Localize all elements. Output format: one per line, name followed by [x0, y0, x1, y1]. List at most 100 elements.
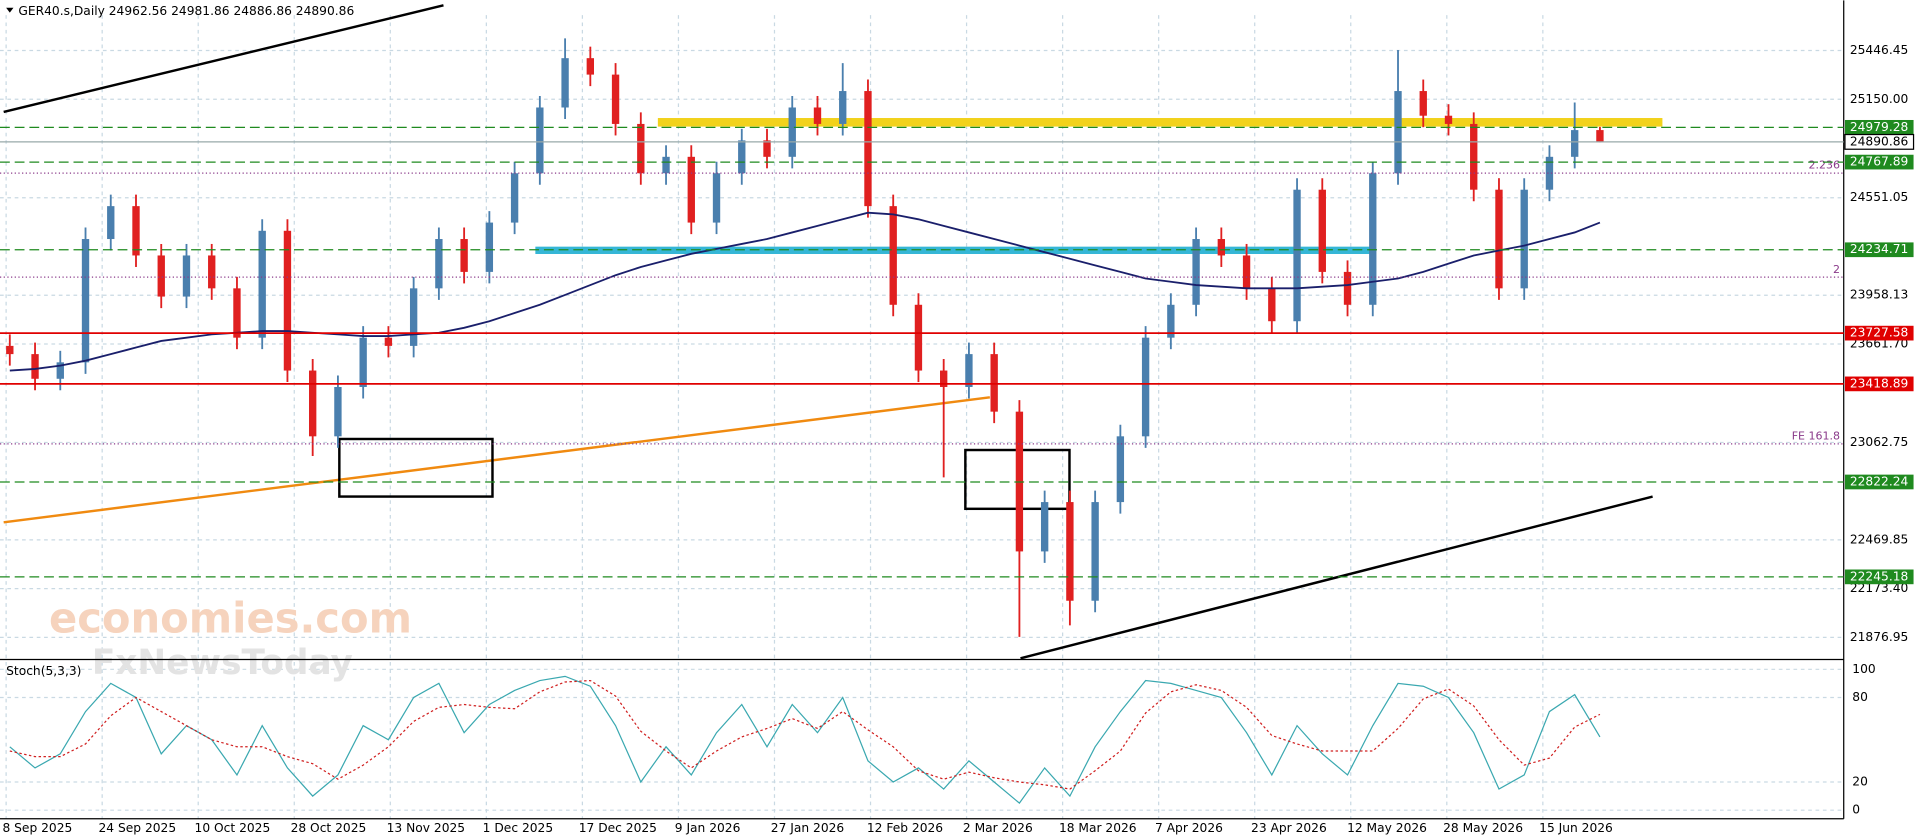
price-tag: [1844, 376, 1914, 392]
x-tick-label: 28 May 2026: [1443, 821, 1523, 835]
candle-body: [1369, 173, 1377, 305]
candle-body: [990, 354, 998, 412]
candle-body: [409, 288, 418, 346]
candle-body: [485, 222, 494, 272]
y-tick-label: 80: [1852, 690, 1868, 704]
candle-body: [1520, 189, 1528, 289]
candle-body: [662, 156, 670, 174]
candle-body: [864, 91, 872, 207]
candle-body: [1091, 502, 1099, 601]
highlight-box: [338, 437, 494, 498]
watermark: economies.com: [49, 594, 412, 643]
y-tick-label: 25150.00: [1850, 92, 1908, 106]
x-tick-label: 8 Sep 2025: [2, 821, 72, 835]
y-tick-label: 23958.13: [1850, 288, 1908, 302]
price-tag-label: 24979.28: [1850, 120, 1908, 134]
y-tick-label: 100: [1852, 662, 1875, 676]
candle-body: [1394, 91, 1402, 174]
candle-body: [1343, 271, 1352, 305]
x-tick-label: 12 May 2026: [1347, 821, 1427, 835]
candle-body: [738, 140, 746, 174]
candle-body: [510, 173, 519, 223]
x-tick-label: 27 Jan 2026: [771, 821, 845, 835]
candle-body: [460, 239, 468, 272]
price-tag-label: 22822.24: [1850, 474, 1909, 488]
candle-body: [31, 354, 39, 379]
stoch-main: [9, 675, 1601, 805]
fibo-label: 2: [1833, 263, 1840, 276]
candle-body: [965, 354, 973, 387]
candle-body: [182, 255, 191, 297]
candle-body: [384, 337, 393, 346]
price-tag-label: 23418.89: [1850, 376, 1908, 390]
x-tick-label: 23 Apr 2026: [1251, 821, 1327, 835]
x-tick-label: 18 Mar 2026: [1059, 821, 1137, 835]
candle-body: [1571, 130, 1579, 157]
watermark: FxNewsToday: [92, 643, 353, 683]
indicator-label: Stoch(5,3,3): [6, 664, 81, 678]
candle-body: [1495, 189, 1503, 289]
x-tick-label: 2 Mar 2026: [963, 821, 1033, 835]
candle-body: [132, 206, 140, 256]
x-tick-label: 10 Oct 2025: [195, 821, 271, 835]
candle-body: [233, 288, 241, 338]
y-tick-label: 22173.40: [1850, 581, 1908, 595]
candle-body: [940, 370, 948, 387]
x-tick-label: 24 Sep 2025: [98, 821, 176, 835]
candle-body: [334, 386, 342, 437]
candle-body: [309, 370, 317, 437]
candle-body: [637, 123, 645, 174]
y-tick-label: 20: [1852, 775, 1868, 789]
fibo-label: FE 161.8: [1792, 430, 1840, 443]
candle-body: [1545, 156, 1554, 190]
x-tick-label: 15 Jun 2026: [1539, 821, 1613, 835]
candle-body: [283, 230, 292, 371]
price-tag-label: 24234.71: [1850, 242, 1908, 256]
candle-body: [107, 206, 115, 240]
price-tag: [1844, 325, 1914, 341]
candle-body: [1419, 91, 1427, 116]
y-tick-label: 24551.05: [1850, 190, 1908, 204]
x-tick-label: 28 Oct 2025: [291, 821, 367, 835]
candle-body: [611, 74, 620, 124]
y-tick-label: 25446.45: [1850, 43, 1908, 57]
chart-title: GER40.s,Daily 24962.56 24981.86 24886.86…: [18, 4, 354, 18]
price-tag: [1844, 133, 1915, 150]
y-tick-label: 0: [1852, 803, 1860, 817]
y-tick-label: 21876.95: [1850, 630, 1908, 644]
candle-body: [1318, 189, 1326, 272]
candle-body: [561, 58, 569, 108]
price-tag: [1844, 569, 1914, 585]
candle-body: [1192, 239, 1200, 305]
x-tick-label: 12 Feb 2026: [867, 821, 943, 835]
menu-arrow[interactable]: [6, 7, 14, 13]
candle-body: [1444, 115, 1453, 124]
candle-body: [1217, 239, 1226, 256]
stoch-signal: [9, 679, 1601, 790]
support-zone: [535, 246, 1373, 255]
candle-body: [1141, 337, 1150, 437]
candle-body: [56, 362, 64, 379]
price-tag: [1844, 242, 1914, 258]
current-price-label: 24890.86: [1850, 134, 1909, 148]
x-tick-label: 9 Jan 2026: [675, 821, 741, 835]
fibo-label: 2.236: [1808, 159, 1840, 172]
candle-body: [1116, 436, 1125, 503]
candle-body: [813, 107, 822, 124]
x-tick-label: 13 Nov 2025: [387, 821, 465, 835]
candle-body: [1596, 130, 1604, 142]
candle-body: [586, 58, 595, 75]
candle-body: [1470, 123, 1478, 190]
candle-body: [687, 156, 695, 223]
candle-body: [1040, 502, 1049, 552]
candle-body: [81, 239, 90, 363]
trend-line: [1020, 495, 1653, 660]
candle-body: [889, 206, 897, 305]
trend-line: [3, 396, 991, 524]
x-tick-label: 7 Apr 2026: [1155, 821, 1223, 835]
candle-body: [6, 345, 14, 355]
price-tag: [1844, 119, 1914, 135]
candle-body: [1167, 304, 1175, 338]
